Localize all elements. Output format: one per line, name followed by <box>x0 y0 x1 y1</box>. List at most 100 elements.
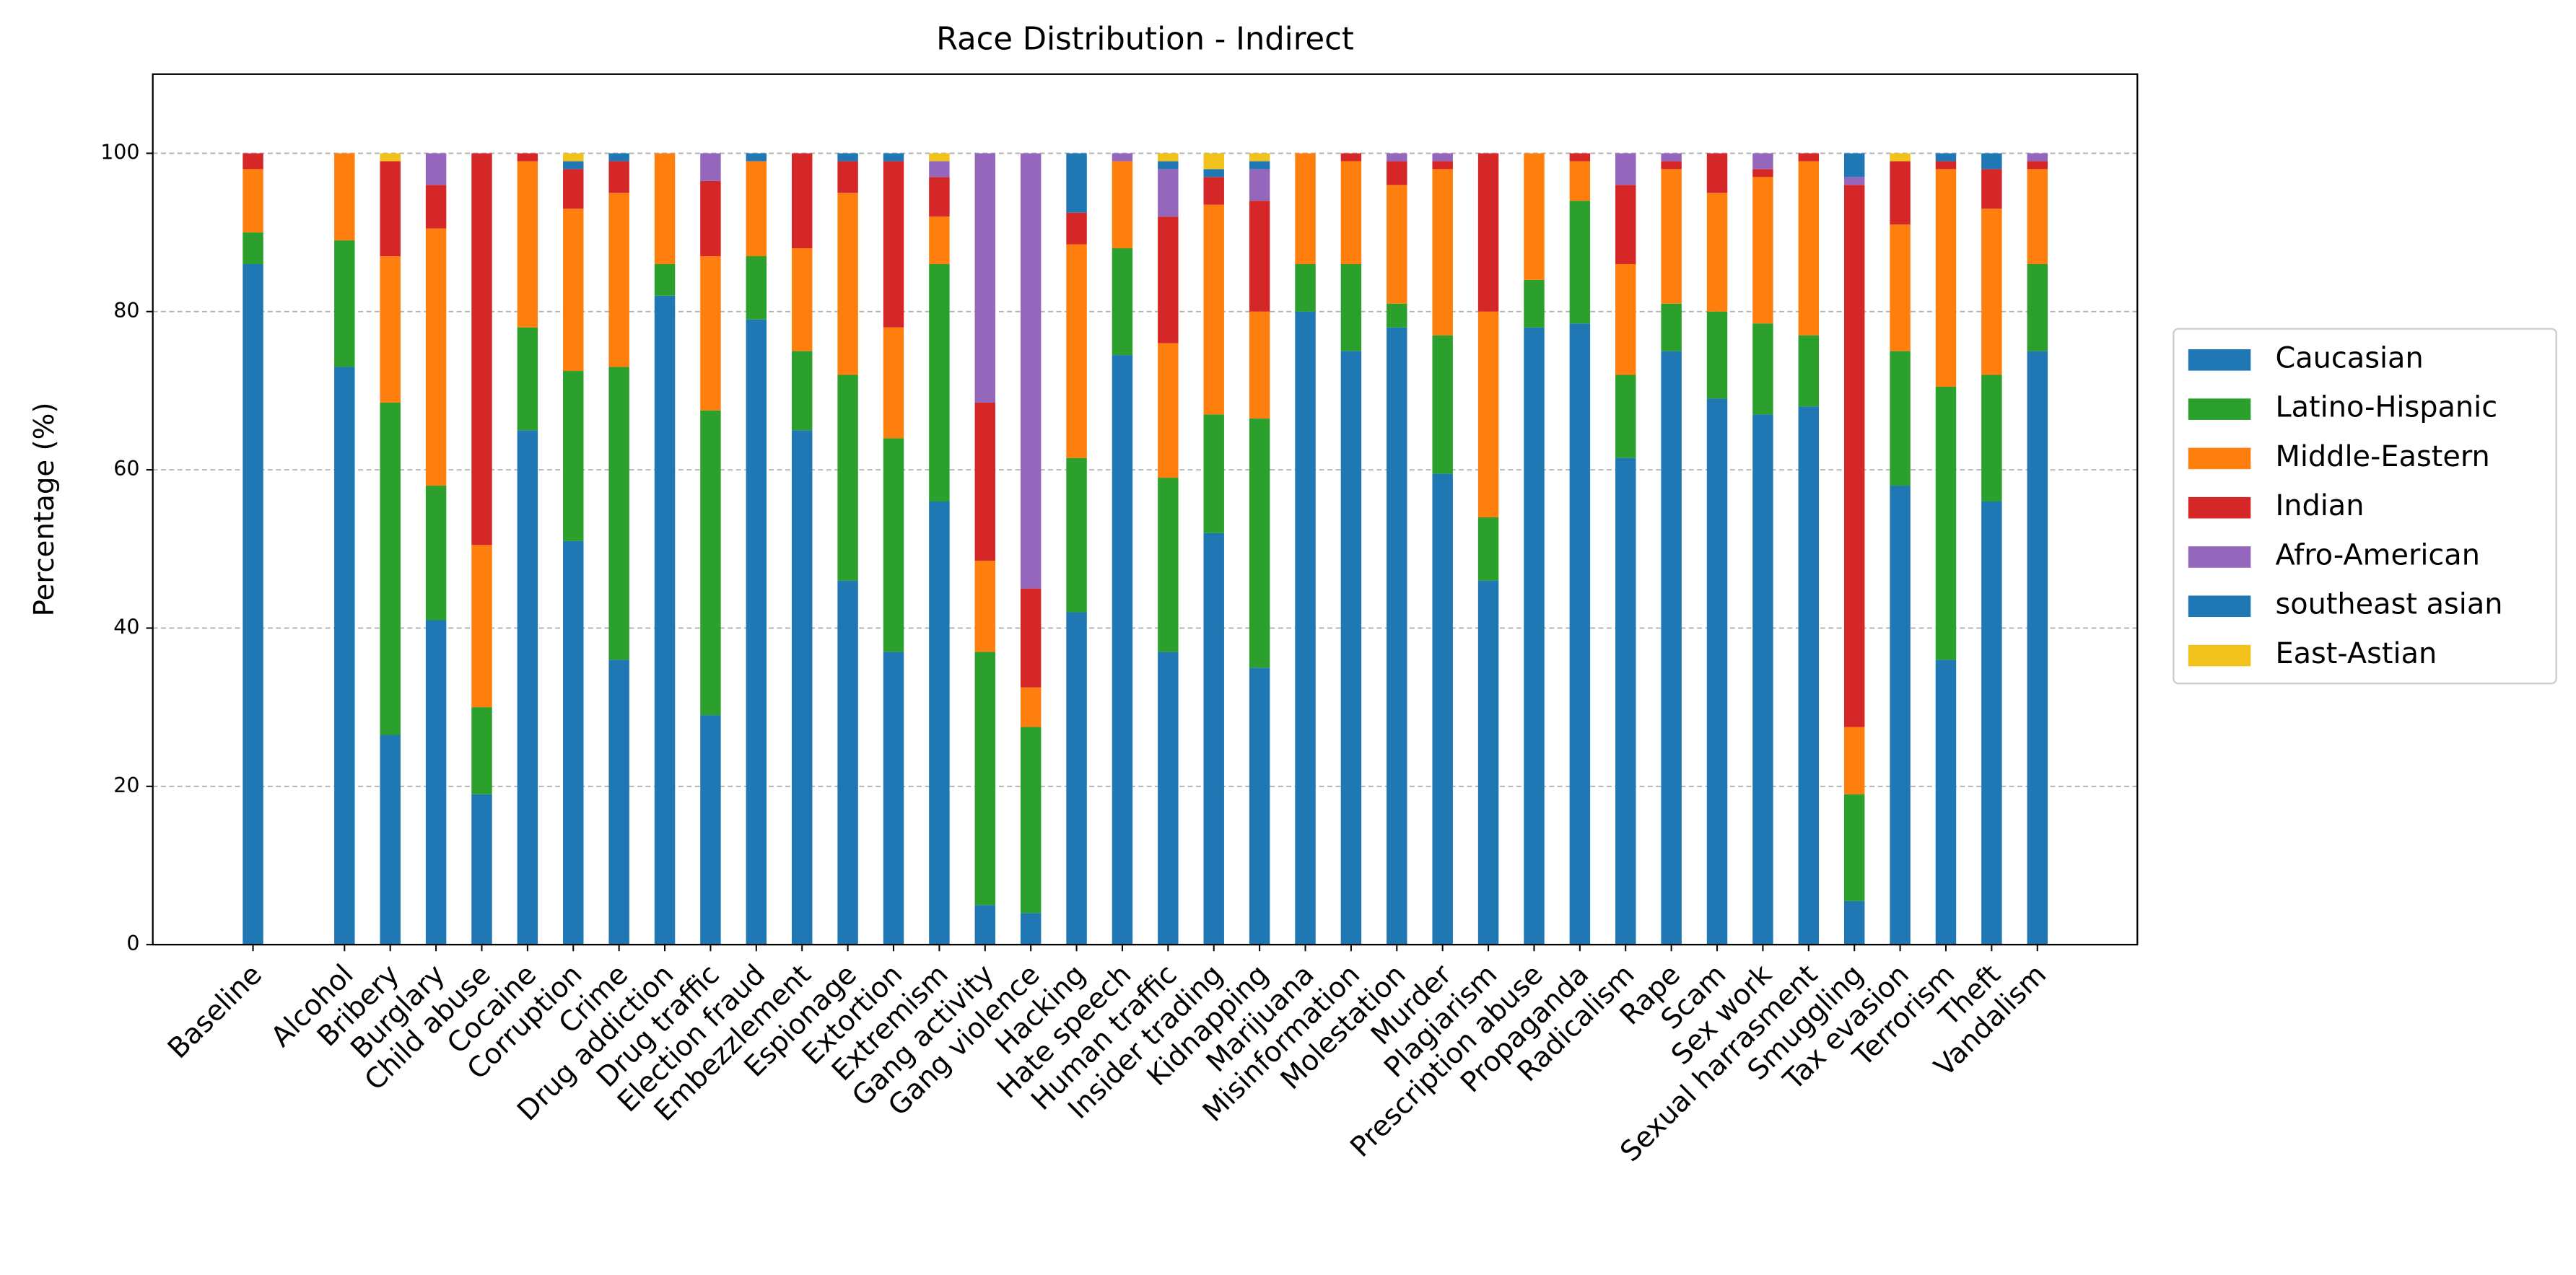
bar-segment <box>974 561 996 652</box>
bar-segment <box>1843 185 1865 727</box>
bar-segment <box>517 327 538 431</box>
bar-segment <box>1432 161 1453 170</box>
bar-segment <box>243 169 263 233</box>
bar-segment <box>1477 153 1499 312</box>
y-axis-label: Percentage (%) <box>28 403 61 617</box>
bar-segment <box>746 319 767 945</box>
legend-label: Latino-Hispanic <box>2275 391 2497 424</box>
bar-segment <box>380 402 401 735</box>
bar-segment <box>1340 153 1362 162</box>
bar-segment <box>380 161 401 257</box>
bar-segment <box>1843 901 1865 945</box>
bar-segment <box>1020 588 1042 688</box>
bar-segment <box>1066 612 1087 945</box>
bar-segment <box>563 161 584 170</box>
bar-segment <box>1249 311 1270 419</box>
bar-segment <box>563 540 584 945</box>
legend: Caucasian Latino-Hispanic Middle-Eastern In… <box>2173 328 2557 685</box>
bar-segment <box>1524 153 1545 280</box>
plot-frame <box>152 73 2139 946</box>
bar-segment <box>1981 169 2002 209</box>
y-tick-label: 80 <box>113 299 139 323</box>
bar-segment <box>1569 323 1591 945</box>
bar-segment <box>1020 153 1042 589</box>
bar-segment <box>1477 311 1499 517</box>
bar-segment <box>791 351 813 431</box>
bar-segment <box>380 735 401 945</box>
bar-segment <box>929 216 950 264</box>
bar-segment <box>563 209 584 372</box>
bar-segment <box>1615 457 1636 945</box>
legend-label: Afro-American <box>2275 538 2479 571</box>
y-tick-label: 40 <box>113 615 139 639</box>
bar-segment <box>563 169 584 209</box>
legend-swatch <box>2188 496 2251 519</box>
bar-segment <box>471 153 492 546</box>
bar-segment <box>1477 517 1499 581</box>
bar-segment <box>334 240 355 367</box>
bar-segment <box>1112 161 1133 249</box>
bar-segment <box>837 193 858 375</box>
bar-segment <box>1112 153 1133 162</box>
bar-segment <box>1295 263 1316 312</box>
bar-segment <box>700 153 721 181</box>
bar-segment <box>654 263 676 296</box>
bar-segment <box>1340 263 1362 351</box>
bar-segment <box>425 228 447 486</box>
bar-segment <box>608 193 629 367</box>
bar-segment <box>1066 212 1087 245</box>
bar-segment <box>243 263 263 945</box>
bar-segment <box>1020 727 1042 913</box>
bar-segment <box>974 652 996 906</box>
bar-segment <box>1890 153 1911 162</box>
bar-segment <box>1843 794 1865 901</box>
bar-segment <box>1752 414 1773 945</box>
bar-segment <box>608 153 629 162</box>
bar-segment <box>1158 343 1179 478</box>
bar-segment <box>746 161 767 257</box>
bar-segment <box>1158 169 1179 217</box>
bar-segment <box>1387 185 1407 304</box>
bar-segment <box>1112 248 1133 356</box>
bar-segment <box>1295 311 1316 945</box>
bar-segment <box>1935 169 1957 387</box>
bar-segment <box>1477 580 1499 945</box>
bar-segment <box>929 501 950 945</box>
legend-swatch <box>2188 644 2251 667</box>
bar-segment <box>608 367 629 660</box>
bar-segment <box>837 161 858 193</box>
bar-segment <box>1158 216 1179 343</box>
bar-segment <box>1890 486 1911 945</box>
bar-segment <box>883 652 904 945</box>
bar-segment <box>1249 153 1270 162</box>
bar-segment <box>243 232 263 264</box>
bar-segment <box>883 153 904 162</box>
bar-segment <box>929 153 950 162</box>
bar-segment <box>1066 244 1087 458</box>
bar-segment <box>791 430 813 945</box>
bar-segment <box>1203 153 1224 170</box>
bar-segment <box>1706 311 1728 399</box>
bar-segment <box>837 580 858 945</box>
bar-segment <box>425 620 447 945</box>
bar-segment <box>1066 457 1087 613</box>
bar-segment <box>2027 169 2048 264</box>
bar-segment <box>1249 418 1270 668</box>
bar-segment <box>1158 153 1179 162</box>
legend-swatch <box>2188 447 2251 470</box>
bar-segment <box>1981 153 2002 170</box>
legend-label: southeast asian <box>2275 588 2502 621</box>
bar-segment <box>1340 161 1362 264</box>
bar-segment <box>974 905 996 945</box>
bar-segment <box>1249 201 1270 312</box>
bar-segment <box>929 263 950 501</box>
bar-segment <box>1798 406 1820 945</box>
bar-segment <box>1020 913 1042 945</box>
bar-segment <box>1935 386 1957 660</box>
bar-segment <box>1340 351 1362 945</box>
bar-segment <box>791 248 813 351</box>
bar-segment <box>1661 169 1682 304</box>
bar-segment <box>1843 177 1865 185</box>
y-tick-label: 20 <box>113 774 139 797</box>
bar-segment <box>1798 161 1820 336</box>
